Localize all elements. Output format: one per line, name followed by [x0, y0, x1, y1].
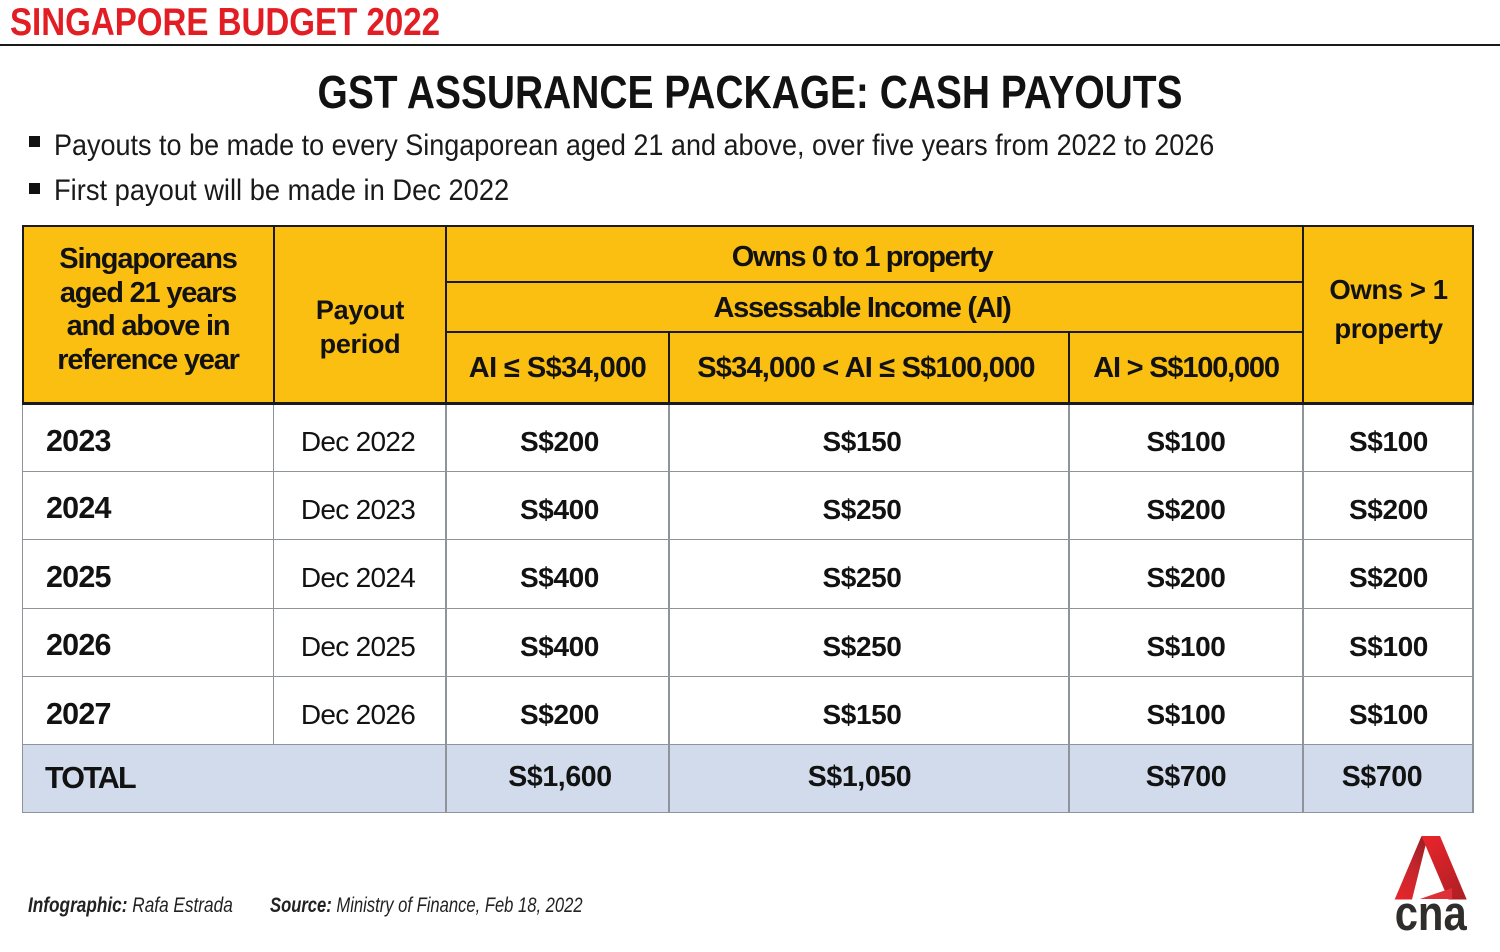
svg-text:cna: cna [1395, 887, 1468, 934]
